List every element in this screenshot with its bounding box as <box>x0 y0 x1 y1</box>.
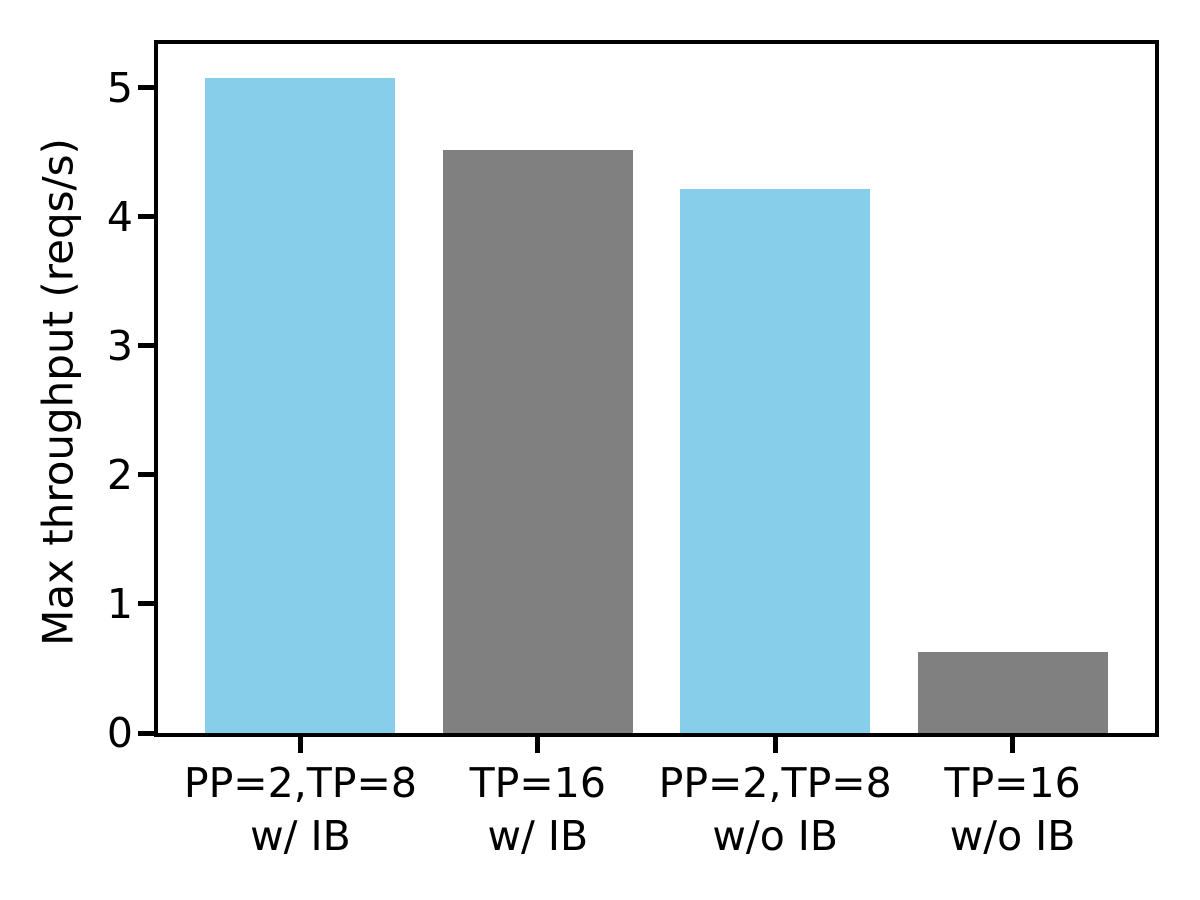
bar-1 <box>442 149 633 733</box>
x-tick-mark-1 <box>535 737 541 753</box>
y-tick-mark-0 <box>138 730 154 736</box>
bar-3 <box>917 651 1108 733</box>
y-tick-mark-5 <box>138 85 154 91</box>
x-tick-label-line: TP=16 <box>469 759 606 807</box>
x-tick-label-line: w/ IB <box>250 812 351 860</box>
bar-0 <box>205 77 396 733</box>
x-tick-label-line: TP=16 <box>944 759 1081 807</box>
x-tick-label-3: TP=16 w/o IB <box>853 757 1173 863</box>
y-tick-mark-1 <box>138 601 154 607</box>
x-tick-mark-3 <box>1010 737 1016 753</box>
y-tick-label-3: 3 <box>106 321 133 370</box>
x-tick-mark-2 <box>772 737 778 753</box>
bar-2 <box>680 188 871 733</box>
y-tick-mark-2 <box>138 472 154 478</box>
y-tick-label-4: 4 <box>106 192 133 241</box>
x-tick-label-line: PP=2,TP=8 <box>658 759 892 807</box>
y-tick-label-5: 5 <box>106 63 133 112</box>
y-tick-mark-3 <box>138 343 154 349</box>
plot-area <box>154 40 1159 737</box>
y-tick-label-0: 0 <box>106 709 133 757</box>
x-tick-label-0: PP=2,TP=8 w/ IB <box>140 757 460 863</box>
x-tick-label-line: w/o IB <box>949 812 1076 860</box>
y-tick-label-1: 1 <box>106 579 133 628</box>
x-tick-label-2: PP=2,TP=8 w/o IB <box>615 757 935 863</box>
x-tick-label-line: w/ IB <box>487 812 589 860</box>
y-tick-mark-4 <box>138 214 154 220</box>
x-tick-label-line: PP=2,TP=8 <box>183 759 417 807</box>
x-tick-label-1: TP=16 w/ IB <box>378 757 698 863</box>
x-tick-mark-0 <box>297 737 303 753</box>
x-tick-label-line: w/o IB <box>712 812 839 860</box>
y-tick-label-2: 2 <box>106 450 133 499</box>
